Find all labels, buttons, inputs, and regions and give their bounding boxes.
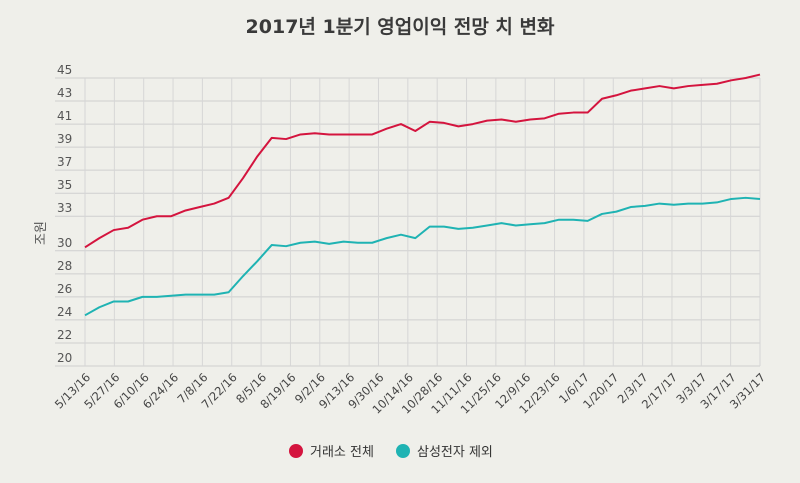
y-tick-label: 35 (57, 178, 72, 192)
y-tick-label: 22 (57, 328, 72, 342)
legend: 거래소 전체 삼성전자 제외 (289, 444, 493, 460)
y-tick-label: 33 (57, 201, 72, 215)
series-line-ex-samsung (84, 196, 761, 317)
y-tick-label: 30 (57, 236, 72, 250)
y-tick-label: 45 (57, 63, 72, 77)
y-tick-label: 37 (57, 155, 72, 169)
legend-marker (396, 444, 410, 458)
y-tick-label: 26 (57, 282, 72, 296)
y-tick-label: 28 (57, 259, 72, 273)
y-axis-label: 조원 (34, 221, 49, 245)
legend-label: 삼성전자 제외 (417, 445, 493, 460)
grid (55, 77, 761, 367)
y-tick-label: 43 (57, 86, 72, 100)
y-axis-ticks: 20 22 24 26 28 30 33 35 37 39 41 43 45 (57, 63, 72, 365)
y-tick-label: 41 (57, 109, 72, 123)
y-tick-label: 24 (57, 305, 72, 319)
y-tick-label: 20 (57, 351, 72, 365)
series-line-total (84, 73, 761, 249)
series-lines (84, 73, 761, 317)
x-axis-ticks: 5/13/165/27/166/10/166/24/167/8/167/22/1… (52, 370, 768, 416)
legend-label: 거래소 전체 (310, 445, 374, 460)
y-tick-label: 39 (57, 132, 72, 146)
legend-marker (289, 444, 303, 458)
chart-title: 2017년 1분기 영업이익 전망 치 변화 (246, 16, 555, 38)
